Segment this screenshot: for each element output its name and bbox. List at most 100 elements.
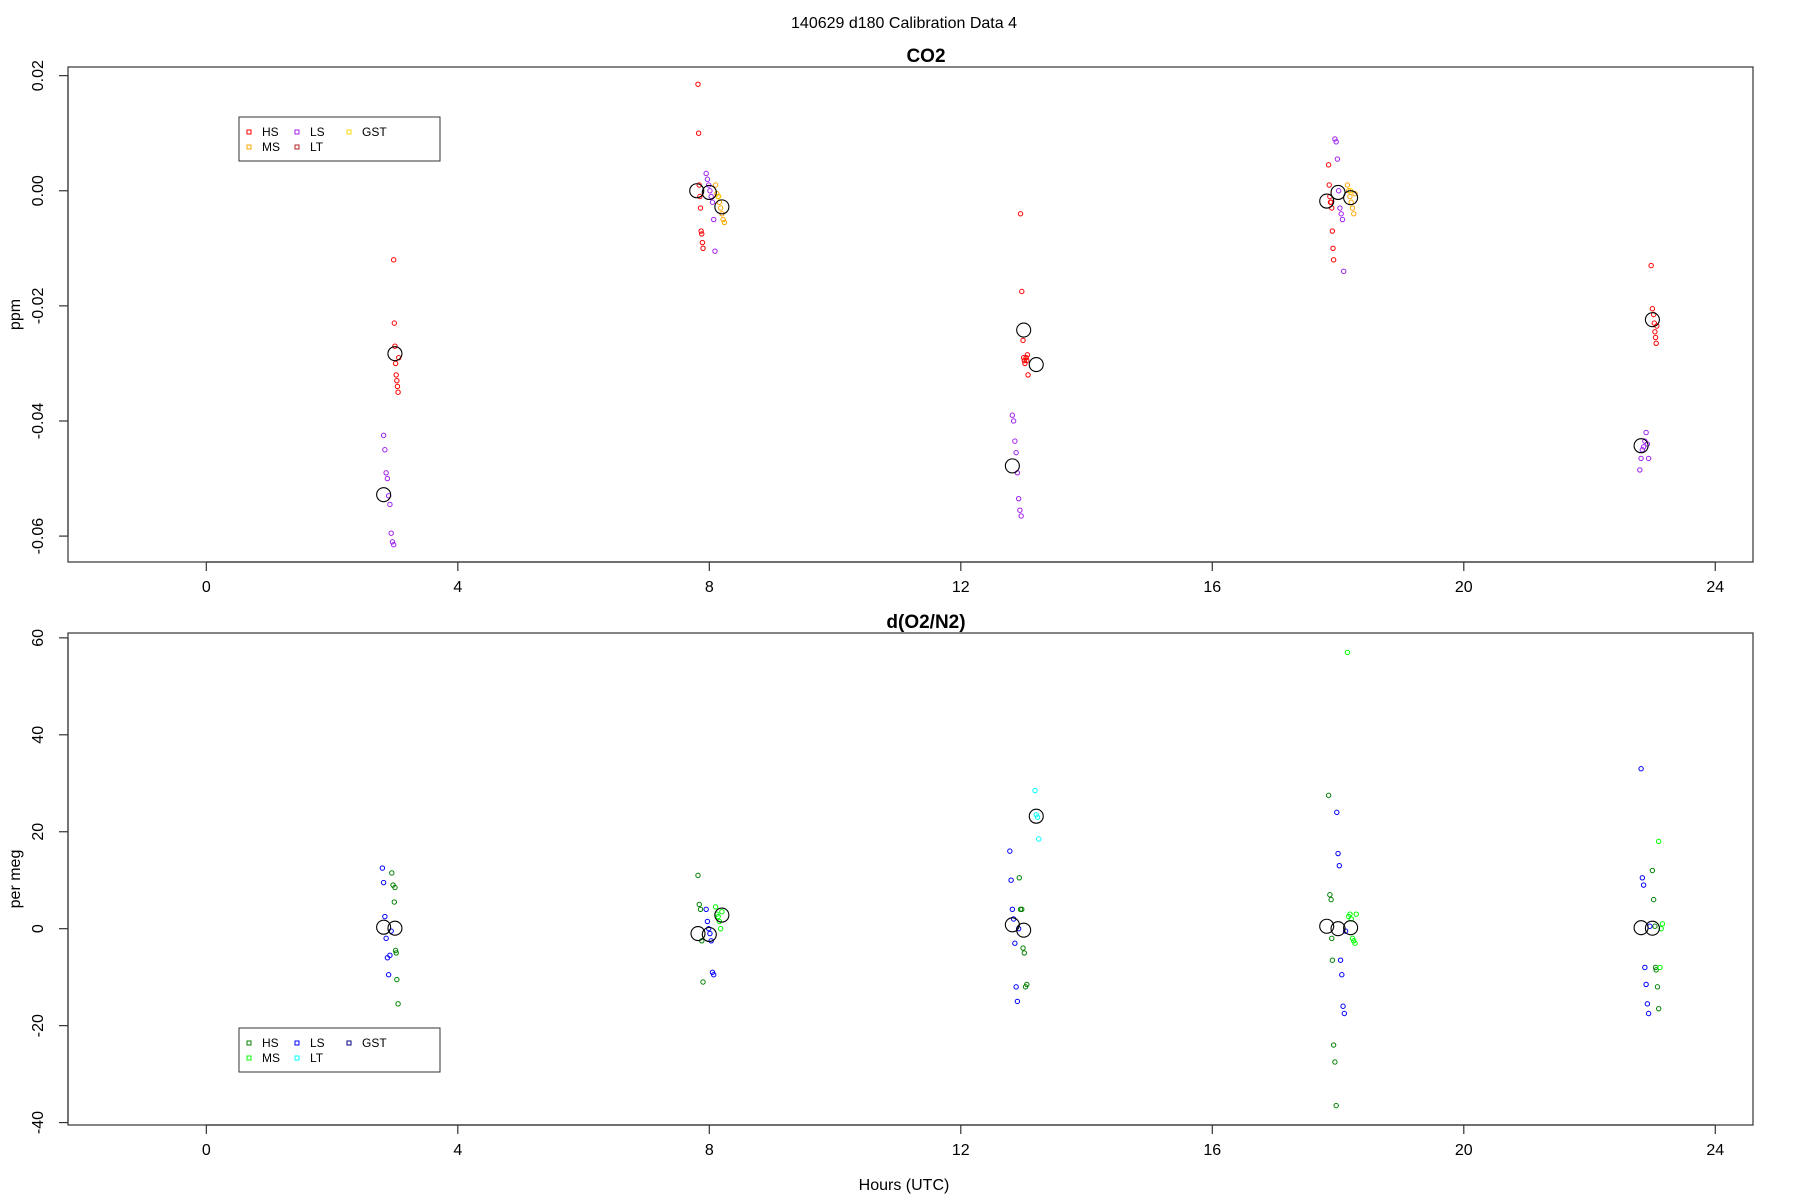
data-point-ls [1340, 268, 1347, 275]
y-tick-label: -0.04 [30, 403, 47, 440]
y-axis: -0.06 -0.04 -0.02 0.00 0.02 ppm [7, 60, 69, 555]
mean-marker [1028, 357, 1044, 373]
mean-marker [1633, 920, 1649, 936]
mean-marker [1028, 808, 1044, 824]
data-point-ls [704, 176, 711, 182]
data-point-ls [1639, 447, 1646, 453]
mean-marker [1319, 918, 1335, 934]
data-point-hs [391, 899, 398, 905]
data-point-hs [394, 976, 400, 983]
data-point-ls [1333, 139, 1339, 145]
data-point-hs [1024, 352, 1031, 358]
legend-label-lt: LT [310, 140, 324, 154]
data-point-hs [394, 377, 400, 384]
data-point-ls [387, 501, 393, 508]
mean-marker [1330, 921, 1346, 937]
data-point-hs [1021, 950, 1028, 956]
data-point-hs [1329, 935, 1335, 942]
data-point-ls [707, 188, 713, 194]
data-point-lt [1036, 836, 1042, 842]
mean-marker [387, 920, 403, 936]
data-point-ms [721, 219, 728, 226]
mean-marker [714, 199, 730, 215]
data-point-lt [1032, 787, 1038, 794]
data-point-ls [1341, 1010, 1348, 1017]
data-point-ls [1015, 495, 1022, 502]
data-points [379, 649, 1666, 1109]
legend-swatch-ms [246, 1055, 252, 1061]
mean-marker [714, 907, 730, 923]
data-point-hs [392, 947, 399, 954]
mean-marker [1319, 193, 1335, 209]
figure-title: 140629 d180 Calibration Data 4 [791, 15, 1017, 32]
x-tick-label: 4 [453, 1142, 462, 1159]
data-point-ls [383, 470, 389, 476]
data-point-lt [1034, 814, 1041, 820]
data-point-hs [698, 228, 704, 234]
data-point-hs [1326, 182, 1332, 188]
data-point-ls [1336, 862, 1342, 869]
data-point-ls [712, 248, 718, 254]
legend-swatch-ls [294, 129, 300, 135]
legend-swatch-gst [346, 1040, 352, 1046]
mean-marker [376, 919, 392, 935]
data-point-ls [1645, 455, 1652, 462]
x-tick-label: 4 [453, 579, 462, 596]
data-point-ls [1014, 998, 1021, 1005]
data-point-hs [1648, 262, 1654, 269]
data-point-hs [695, 130, 702, 136]
x-tick-label: 0 [202, 579, 211, 596]
data-point-hs [394, 383, 401, 390]
data-point-ls [711, 972, 717, 978]
mean-marker [376, 487, 392, 503]
data-point-ms [717, 205, 724, 211]
legend-box [238, 1027, 441, 1073]
data-point-hs [696, 901, 702, 908]
legend-label-ms: MS [262, 140, 280, 154]
data-point-ms [1659, 921, 1666, 927]
data-point-ms [715, 913, 721, 920]
data-point-hs [395, 1001, 401, 1007]
y-tick-label: -0.02 [30, 288, 47, 325]
y-tick-label: 60 [30, 629, 47, 647]
x-tick-label: 24 [1706, 1142, 1724, 1159]
y-tick-label: 0 [30, 924, 47, 933]
data-point-ls [1018, 513, 1024, 519]
data-point-ls [1012, 940, 1018, 946]
data-point-hs [1329, 957, 1336, 963]
data-point-ms [1349, 205, 1356, 211]
data-point-ms [1347, 911, 1353, 917]
data-point-hs [1653, 340, 1659, 346]
data-point-hs [1330, 257, 1337, 263]
data-point-ls [1643, 981, 1649, 988]
mean-marker [689, 183, 705, 199]
mean-marker [701, 926, 717, 943]
y-axis-label: per meg [7, 850, 24, 909]
data-point-ls [703, 906, 709, 912]
y-tick-label: -0.06 [30, 518, 47, 555]
data-point-ls [387, 952, 393, 959]
data-point-ls [1638, 766, 1644, 772]
mean-marker [1016, 322, 1032, 338]
data-point-hs [392, 360, 399, 367]
data-point-ls [1640, 444, 1647, 450]
legend-label-ls: LS [310, 1036, 325, 1050]
mean-marker [1004, 458, 1020, 474]
data-point-hs [1649, 306, 1656, 312]
mean-marker [1343, 190, 1359, 206]
data-point-hs [1649, 867, 1656, 874]
data-point-ms [1352, 940, 1358, 946]
mean-marker [1330, 184, 1346, 201]
data-point-hs [391, 320, 398, 326]
data-point-ms [1351, 211, 1357, 217]
data-point-ls [1008, 877, 1014, 883]
data-point-ms [1655, 838, 1662, 845]
y-tick-label: 40 [30, 726, 47, 744]
data-point-ls [1638, 455, 1644, 462]
data-point-hs [1325, 162, 1332, 168]
data-point-hs [1653, 967, 1659, 973]
data-point-hs [1025, 372, 1031, 378]
mean-marker [1016, 922, 1032, 938]
